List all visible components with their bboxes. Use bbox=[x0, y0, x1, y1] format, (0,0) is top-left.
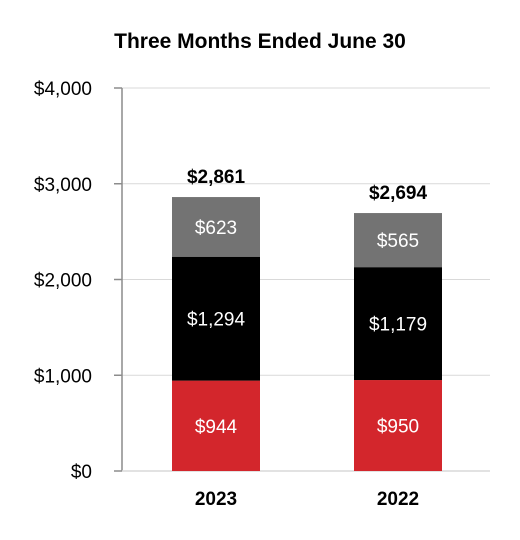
x-axis-categories: 2023 2022 bbox=[195, 489, 419, 510]
segment-value-label: $944 bbox=[195, 417, 238, 438]
bar-total-label: $2,694 bbox=[369, 183, 428, 204]
segment-value-label: $1,179 bbox=[369, 315, 427, 336]
bar-segment bbox=[172, 380, 260, 471]
bar-segment bbox=[354, 380, 442, 471]
segment-value-label: $1,294 bbox=[187, 310, 246, 331]
bars bbox=[172, 197, 442, 471]
segment-value-label: $950 bbox=[377, 417, 419, 438]
x-category-label: 2022 bbox=[377, 489, 419, 510]
bar-segment bbox=[354, 213, 442, 268]
y-tick-label: $4,000 bbox=[34, 79, 92, 100]
y-axis: $0 $1,000 $2,000 $3,000 $4,000 bbox=[34, 79, 490, 483]
y-tick-label: $3,000 bbox=[34, 175, 92, 196]
segment-value-label: $623 bbox=[195, 218, 237, 239]
bar-segment bbox=[172, 256, 260, 381]
y-tick-label: $0 bbox=[71, 462, 92, 483]
bar-segment bbox=[354, 267, 442, 381]
data-labels: $944 $1,294 $623 $2,861 $950 $1,179 $565 $2,694 bbox=[187, 167, 428, 438]
chart-title: Three Months Ended June 30 bbox=[114, 30, 406, 53]
x-category-label: 2023 bbox=[195, 489, 237, 510]
segment-value-label: $565 bbox=[377, 231, 419, 252]
y-tick-label: $2,000 bbox=[34, 271, 92, 292]
y-tick-label: $1,000 bbox=[34, 366, 92, 387]
bar-segment bbox=[172, 197, 260, 257]
bar-total-label: $2,861 bbox=[187, 167, 246, 188]
